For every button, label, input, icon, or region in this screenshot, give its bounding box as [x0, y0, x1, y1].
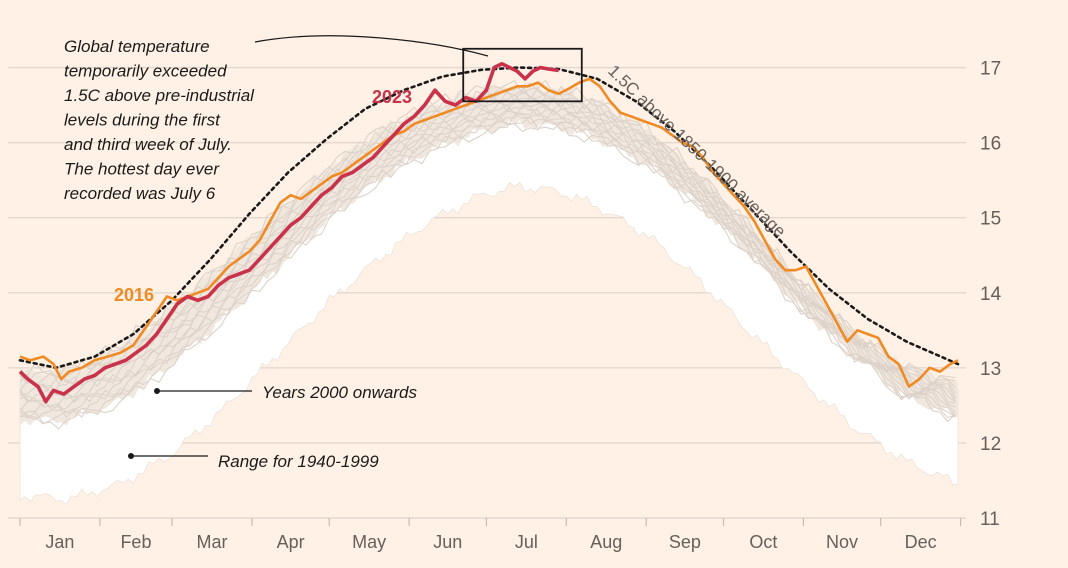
y-tick-label-17: 17 [980, 59, 1001, 80]
y-tick-label-14: 14 [980, 284, 1002, 305]
recent-year-line-7 [19, 100, 956, 407]
note-line-4: levels during the first [64, 111, 221, 130]
x-tick-label-may: May [352, 532, 386, 552]
series-lines [18, 62, 960, 404]
x-tick-label-sep: Sep [669, 532, 701, 552]
note-line-7: recorded was July 6 [64, 184, 216, 203]
line-2023 [18, 62, 559, 404]
note-connector [254, 35, 489, 57]
note-line-1: Global temperature [64, 37, 210, 56]
label-2016: 2016 [114, 285, 154, 305]
average-1-5c-line [18, 66, 960, 370]
y-tick-label-12: 12 [980, 434, 1001, 455]
note-line-3: 1.5C above pre-industrial [64, 86, 255, 105]
recent-year-line-9 [19, 94, 956, 402]
highlight-box-group [462, 47, 583, 103]
x-tick-label-jul: Jul [515, 532, 538, 552]
recent-year-line-3 [19, 113, 956, 421]
y-tick-label-11: 11 [980, 509, 1000, 530]
range-label: Range for 1940-1999 [218, 452, 379, 471]
recent-year-line-12 [19, 86, 956, 388]
x-tick-label-oct: Oct [749, 532, 777, 552]
recent-year-line-2 [19, 113, 956, 425]
y-tick-label-16: 16 [980, 134, 1001, 155]
x-tick-label-apr: Apr [277, 532, 305, 552]
x-tick-label-dec: Dec [905, 532, 937, 552]
line-2016 [19, 77, 959, 388]
x-axis-ticks: Jan Feb Mar Apr May Jun Jul Aug Sep Oct Nov Dec [19, 518, 962, 552]
x-tick-label-aug: Aug [590, 532, 622, 552]
x-tick-label-nov: Nov [826, 532, 858, 552]
note-line-5: and third week of July. [64, 135, 232, 154]
y-tick-label-13: 13 [980, 359, 1001, 380]
recent-year-line-6 [19, 104, 956, 408]
years-2000-label: Years 2000 onwards [262, 383, 417, 402]
highlight-box [462, 47, 583, 103]
recent-year-line-8 [19, 95, 956, 404]
recent-year-lines [19, 79, 956, 430]
note-line-6: The hottest day ever [64, 160, 220, 179]
label-2023: 2023 [372, 87, 412, 107]
y-tick-label-15: 15 [980, 209, 1001, 230]
recent-year-line-14 [19, 79, 956, 386]
note-line-2: temporarily exceeded [64, 62, 227, 81]
x-tick-label-jan: Jan [45, 532, 74, 552]
x-tick-label-mar: Mar [196, 532, 227, 552]
x-tick-label-feb: Feb [120, 532, 151, 552]
x-tick-label-jun: Jun [433, 532, 462, 552]
